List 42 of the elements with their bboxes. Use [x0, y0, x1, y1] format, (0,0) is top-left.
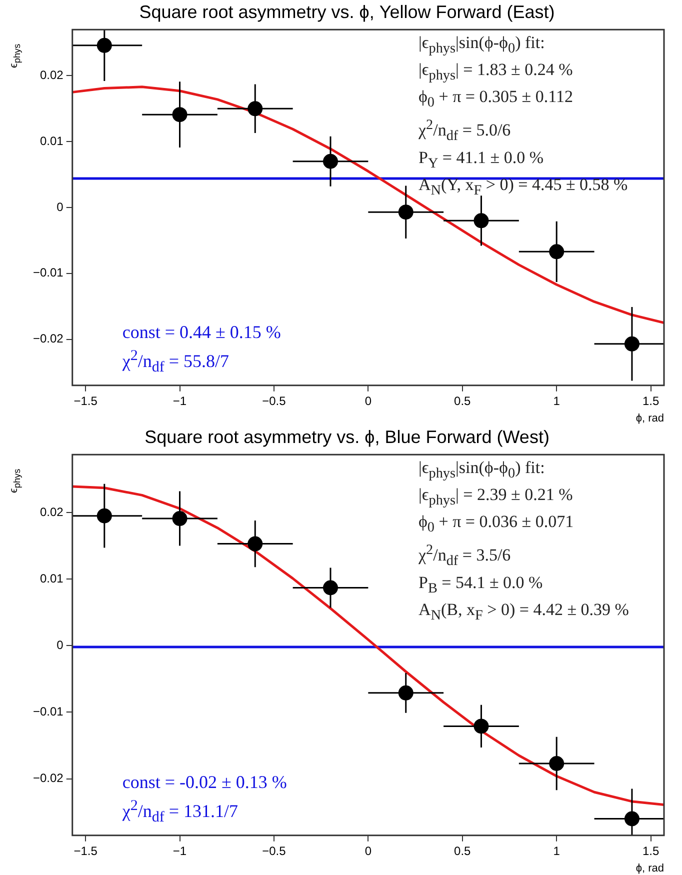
x-tick-label: 1 — [553, 844, 560, 858]
annotation: |ϵ$_{phys}$|sin(ϕ-ϕ$_{0}$) fit: — [418, 456, 546, 483]
y-tick-label: 0.02 — [40, 68, 64, 82]
x-tick-label: −1 — [172, 844, 187, 858]
y-tick-label: 0 — [56, 638, 64, 652]
x-tick-label: 0 — [364, 844, 372, 858]
y-tick-label: −0.02 — [32, 771, 64, 786]
chart-title: Square root asymmetry vs. ϕ, Yellow Forward (East) — [139, 2, 555, 22]
y-tick-label: 0.01 — [40, 134, 64, 148]
y-tick-label: −0.01 — [32, 266, 64, 280]
y-tick-label: 0.02 — [40, 504, 64, 519]
annotation: A$_{N}$(B, x$_{F}$ > 0) = 4.42 ± 0.39 % — [418, 599, 629, 626]
annotation: |ϵ$_{phys}$| = 1.83 ± 0.24 % — [418, 58, 574, 86]
x-tick-label: 0.5 — [454, 844, 472, 858]
annotation: χ$^{2}$/n$_{df}$ = 5.0/6 — [418, 116, 512, 146]
annotation: P$_{Y}$ = 41.1 ± 0.0 % — [418, 146, 545, 174]
x-tick-label: 0.5 — [454, 394, 472, 408]
annotation: A$_{N}$(Y, x$_{F}$ > 0) = 4.45 ± 0.58 % — [418, 174, 628, 201]
x-tick-label: −0.5 — [262, 394, 286, 408]
x-tick-label: −1.5 — [74, 844, 98, 858]
annotation: ϕ$_{0}$ + π = 0.036 ± 0.071 — [418, 511, 575, 538]
x-tick-label: 1 — [553, 394, 560, 408]
annotation: χ$^{2}$/n$_{df}$ = 3.5/6 — [418, 540, 512, 571]
x-tick-label: 1.5 — [642, 844, 660, 858]
annotation: |ϵ$_{phys}$| = 2.39 ± 0.21 % — [418, 484, 574, 510]
x-tick-label: −1.5 — [74, 394, 98, 408]
annotation: |ϵ$_{phys}$|sin(ϕ-ϕ$_{0}$) fit: — [418, 32, 546, 58]
ref-line-label: const = 0.44 ± 0.15 % χ$^{2}$/n$_{df}$ = 55.8/7 — [122, 320, 281, 378]
annotation: ϕ$_{0}$ + π = 0.305 ± 0.112 — [418, 86, 574, 113]
x-tick-label: −1 — [172, 394, 187, 408]
annotation: P$_{B}$ = 54.1 ± 0.0 % — [418, 572, 544, 598]
x-tick-label: 0 — [364, 394, 372, 408]
y-tick-label: −0.01 — [32, 704, 64, 719]
x-axis-title: ϕ, rad — [636, 412, 664, 424]
y-tick-label: 0 — [56, 200, 64, 214]
y-tick-label: −0.02 — [32, 332, 64, 346]
y-tick-label: 0.01 — [40, 571, 64, 586]
x-tick-label: 1.5 — [642, 394, 660, 408]
x-axis-title: ϕ, rad — [636, 862, 664, 874]
x-tick-label: −0.5 — [262, 844, 286, 858]
chart-title: Square root asymmetry vs. ϕ, Blue Forward (West) — [144, 426, 550, 447]
ref-line-label: const = -0.02 ± 0.13 % χ$^{2}$/n$_{df}$ = 131.1/7 — [122, 770, 287, 828]
